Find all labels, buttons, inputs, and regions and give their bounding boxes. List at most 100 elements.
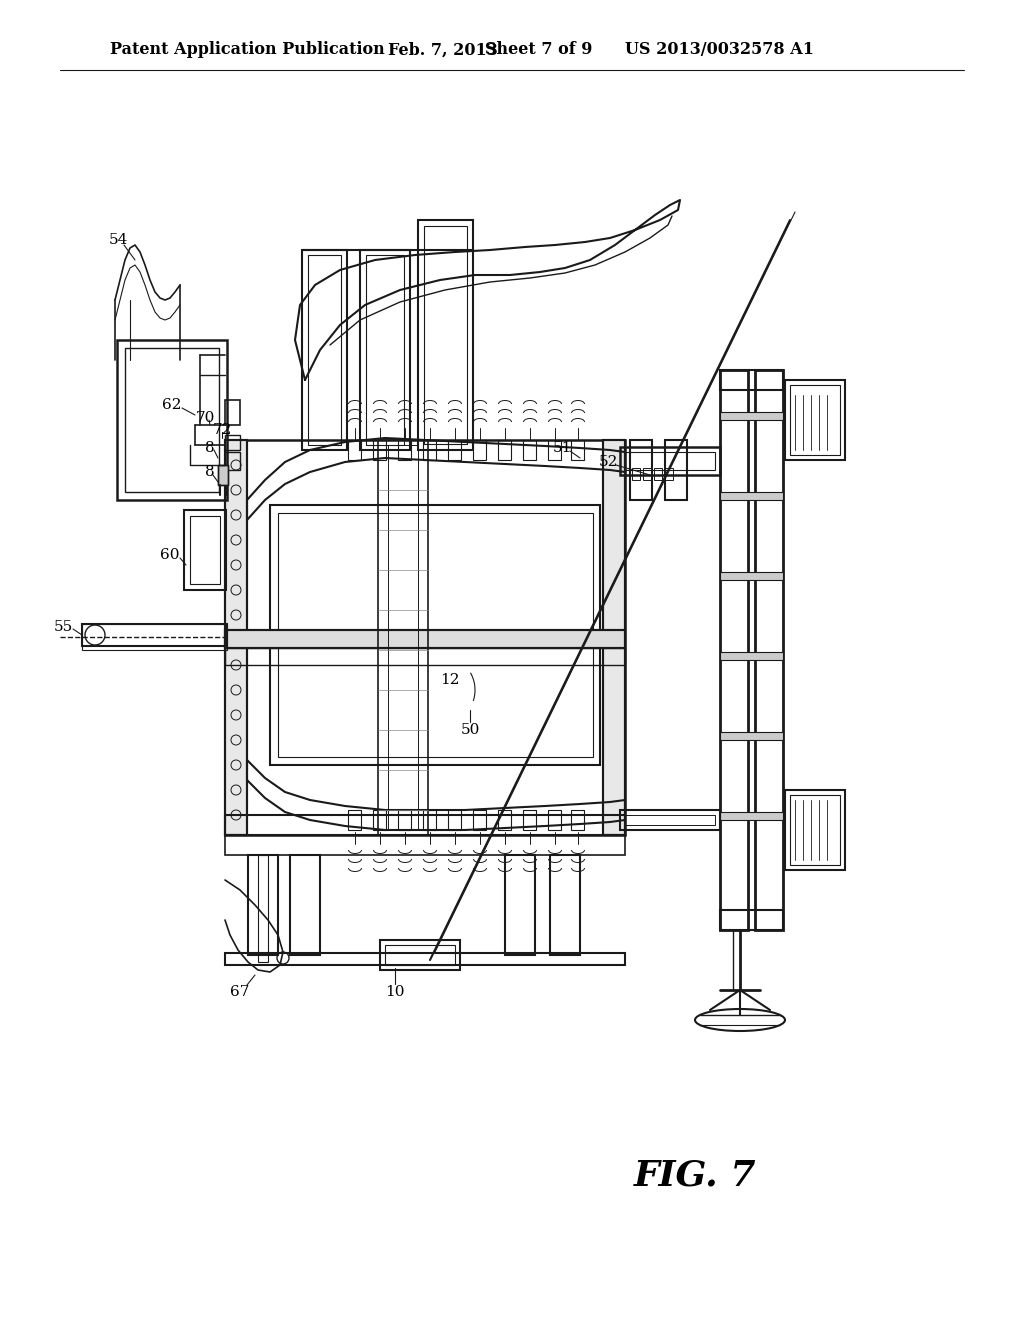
Bar [388, 445, 418, 830]
Bar [373, 810, 386, 830]
Bar [190, 516, 220, 583]
Bar [505, 855, 535, 954]
Bar [720, 909, 783, 931]
Bar [348, 440, 361, 459]
Bar [785, 380, 845, 459]
Bar [630, 440, 652, 500]
Bar [523, 810, 536, 830]
Bar [790, 795, 840, 865]
Bar [632, 469, 640, 480]
Text: 8: 8 [205, 441, 215, 455]
Bar [548, 440, 561, 459]
Text: 51: 51 [552, 441, 571, 455]
Text: 62: 62 [162, 399, 181, 412]
Bar [418, 220, 473, 450]
Text: 67: 67 [230, 985, 250, 999]
Bar [218, 465, 228, 484]
Text: 52: 52 [598, 455, 617, 469]
Bar [225, 953, 625, 965]
Text: 12: 12 [440, 673, 460, 686]
Bar [398, 440, 411, 459]
Bar [225, 814, 625, 836]
Bar [654, 469, 662, 480]
Bar [225, 440, 247, 836]
Bar [184, 510, 226, 590]
Text: 8: 8 [205, 465, 215, 479]
Text: Patent Application Publication: Patent Application Publication [110, 41, 385, 58]
Bar [620, 810, 720, 830]
Bar [498, 810, 511, 830]
Bar [290, 855, 319, 954]
Bar [378, 440, 428, 836]
Bar [82, 624, 227, 649]
Text: 10: 10 [385, 985, 404, 999]
Bar [720, 812, 783, 820]
Bar [270, 506, 600, 766]
Bar [720, 652, 783, 660]
Bar [225, 648, 625, 665]
Bar [225, 630, 625, 648]
Bar [225, 836, 625, 855]
Bar [225, 440, 247, 836]
Text: 72: 72 [212, 422, 231, 437]
Bar [720, 370, 783, 389]
Bar [523, 440, 536, 459]
Text: 55: 55 [53, 620, 73, 634]
Text: Sheet 7 of 9: Sheet 7 of 9 [485, 41, 592, 58]
Text: 60: 60 [160, 548, 180, 562]
Text: Feb. 7, 2013: Feb. 7, 2013 [388, 41, 498, 58]
Bar [603, 440, 625, 836]
Bar [125, 348, 219, 492]
Bar [720, 412, 783, 420]
Bar [373, 440, 386, 459]
Text: 54: 54 [109, 234, 128, 247]
Bar [278, 513, 593, 756]
Bar [449, 810, 461, 830]
Bar [720, 370, 748, 931]
Bar [225, 440, 625, 836]
Bar [248, 855, 278, 954]
Bar [366, 255, 404, 445]
Bar [643, 469, 651, 480]
Bar [423, 440, 436, 459]
Bar [423, 810, 436, 830]
Bar [473, 810, 486, 830]
Bar [473, 440, 486, 459]
Bar [82, 624, 227, 645]
Text: 50: 50 [461, 723, 479, 737]
Bar [790, 385, 840, 455]
Bar [498, 440, 511, 459]
Bar [548, 810, 561, 830]
Bar [620, 447, 720, 475]
Bar [348, 810, 361, 830]
Bar [720, 733, 783, 741]
Bar [571, 440, 584, 459]
Bar [308, 255, 341, 445]
Text: US 2013/0032578 A1: US 2013/0032578 A1 [625, 41, 814, 58]
Bar [755, 370, 783, 931]
Bar [258, 855, 268, 962]
Bar [225, 630, 625, 648]
Bar [218, 465, 228, 484]
Bar [424, 226, 467, 444]
Bar [117, 341, 227, 500]
Bar [398, 810, 411, 830]
Bar [571, 810, 584, 830]
Bar [603, 440, 625, 836]
Bar [720, 572, 783, 579]
Bar [625, 814, 715, 825]
Bar [785, 789, 845, 870]
Text: 70: 70 [196, 411, 215, 425]
Bar [225, 400, 240, 425]
Bar [380, 940, 460, 970]
Bar [385, 945, 455, 965]
Bar [225, 451, 240, 470]
Bar [720, 492, 783, 500]
Bar [550, 855, 580, 954]
Bar [360, 249, 410, 450]
Bar [225, 436, 240, 450]
Bar [665, 469, 673, 480]
Bar [302, 249, 347, 450]
Bar [625, 451, 715, 470]
Bar [449, 440, 461, 459]
